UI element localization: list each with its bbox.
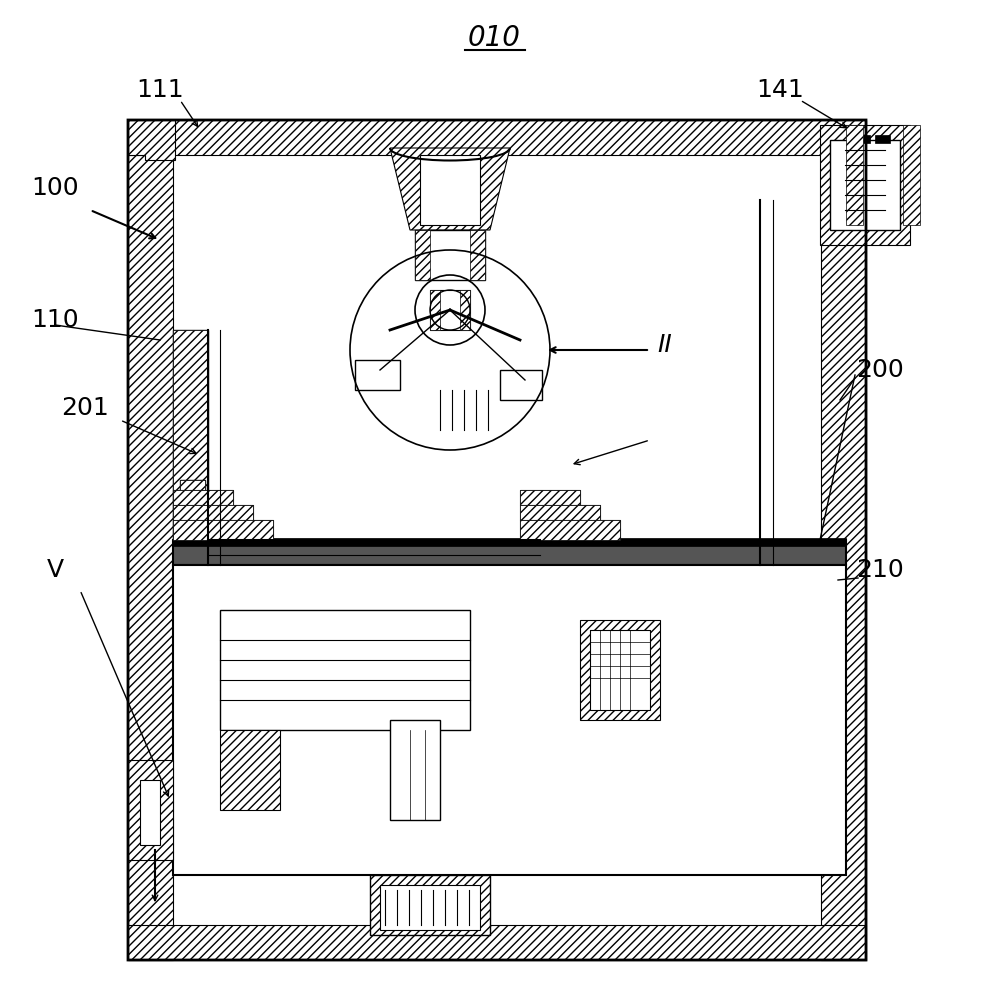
Bar — [180, 480, 205, 535]
Bar — [500, 370, 542, 400]
Bar — [128, 760, 173, 860]
Bar — [520, 505, 600, 520]
Bar — [520, 490, 580, 505]
Bar — [220, 730, 280, 810]
Bar — [520, 520, 620, 540]
Polygon shape — [390, 148, 510, 230]
Bar — [520, 505, 600, 520]
Bar — [875, 135, 890, 143]
Bar — [128, 120, 173, 960]
Bar — [830, 140, 900, 230]
Bar — [430, 290, 470, 330]
Bar — [846, 125, 863, 225]
Bar — [220, 610, 470, 730]
Bar — [173, 490, 233, 505]
Bar — [128, 925, 866, 960]
Bar — [420, 155, 480, 225]
Bar — [173, 538, 846, 546]
Text: 111: 111 — [136, 78, 184, 102]
Bar — [180, 480, 205, 535]
Bar — [173, 330, 208, 540]
Text: 141: 141 — [756, 78, 804, 102]
Bar — [128, 120, 866, 155]
Bar — [173, 505, 253, 520]
Text: V: V — [46, 558, 63, 582]
Polygon shape — [128, 120, 175, 160]
Bar — [580, 620, 660, 720]
Text: 210: 210 — [857, 558, 904, 582]
Bar — [173, 540, 846, 565]
Bar — [173, 565, 846, 875]
Bar — [355, 360, 400, 390]
Bar — [173, 520, 273, 540]
Bar — [903, 125, 920, 225]
Bar — [173, 505, 253, 520]
Bar — [855, 135, 870, 143]
Bar — [821, 120, 866, 960]
Bar — [415, 230, 485, 280]
Bar — [470, 230, 485, 280]
Bar — [173, 330, 208, 540]
Bar — [430, 290, 440, 330]
Bar — [460, 290, 470, 330]
Bar — [590, 630, 650, 710]
Text: 201: 201 — [61, 396, 109, 420]
Bar — [140, 780, 160, 845]
Bar — [370, 875, 490, 935]
Bar — [173, 490, 233, 505]
Bar — [415, 230, 430, 280]
Bar — [520, 490, 580, 505]
Bar — [520, 520, 620, 540]
Text: 010: 010 — [467, 24, 521, 52]
Bar — [390, 720, 440, 820]
Text: 110: 110 — [32, 308, 79, 332]
Bar — [173, 520, 273, 540]
Bar — [820, 125, 910, 245]
Text: 100: 100 — [32, 176, 79, 200]
Text: 200: 200 — [857, 358, 904, 382]
Text: II: II — [658, 333, 673, 357]
Bar — [380, 885, 480, 930]
